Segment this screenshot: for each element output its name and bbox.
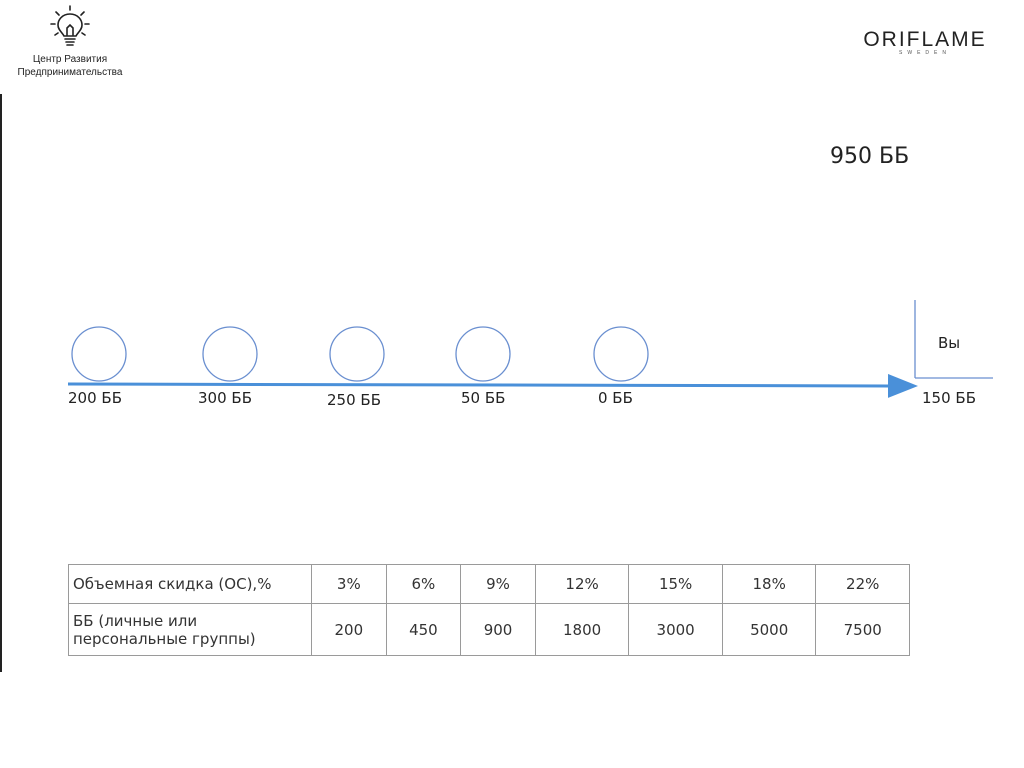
lightbulb-icon — [50, 5, 90, 46]
center-name-line1: Центр Развития — [32, 54, 108, 65]
volume-cell: 3000 — [628, 603, 723, 656]
timeline-arrow — [67, 373, 918, 398]
you-volume: 150 ББ — [922, 389, 976, 407]
volume-row-header: ББ (личные или персональные группы) — [68, 603, 312, 656]
total-volume: 950 ББ — [830, 144, 910, 169]
node-label-4: 50 ББ — [461, 389, 506, 407]
node-circle-2 — [202, 326, 258, 382]
volume-cell: 200 — [311, 603, 387, 656]
discount-cell: 9% — [460, 564, 536, 604]
node-label-3: 250 ББ — [327, 391, 381, 409]
node-circle-4 — [455, 326, 511, 382]
volume-row-header-line2: персональные группы) — [73, 629, 256, 648]
node-label-1: 200 ББ — [68, 389, 122, 407]
center-name-line2: Предпринимательства — [17, 67, 123, 78]
node-label-5: 0 ББ — [598, 389, 633, 407]
center-logo: Центр Развития Предпринимательства — [0, 0, 140, 86]
node-circle-3 — [329, 326, 385, 382]
volume-cell: 7500 — [815, 603, 910, 656]
oriflame-logo: ORIFLAME SWEDEN — [850, 28, 1000, 62]
brand-name: ORIFLAME — [863, 28, 987, 51]
discount-row-header: Объемная скидка (ОС),% — [68, 564, 312, 604]
diagram-graphics — [67, 300, 993, 398]
discount-table: Объемная скидка (ОС),% 3% 6% 9% 12% 15% … — [68, 564, 910, 656]
discount-cell: 15% — [628, 564, 723, 604]
volume-cell: 1800 — [534, 603, 630, 656]
discount-cell: 18% — [721, 564, 817, 604]
group-diagram: 200 ББ 300 ББ 250 ББ 50 ББ 0 ББ Вы 150 Б… — [0, 290, 1024, 430]
table-row: Объемная скидка (ОС),% 3% 6% 9% 12% 15% … — [68, 564, 910, 604]
volume-cell: 900 — [460, 603, 536, 656]
discount-cell: 3% — [311, 564, 387, 604]
volume-cell: 450 — [385, 603, 462, 656]
volume-row-header-line1: ББ (личные или — [73, 611, 198, 630]
brand-sub: SWEDEN — [899, 50, 951, 56]
table-row: ББ (личные или персональные группы) 200 … — [68, 603, 910, 656]
discount-cell: 12% — [534, 564, 630, 604]
node-circle-1 — [71, 326, 127, 382]
center-name: Центр Развития Предпринимательства — [0, 53, 140, 79]
you-label: Вы — [938, 334, 961, 352]
node-label-2: 300 ББ — [198, 389, 252, 407]
discount-cell: 22% — [815, 564, 910, 604]
left-divider — [0, 94, 2, 672]
discount-cell: 6% — [385, 564, 462, 604]
node-circle-5 — [593, 326, 649, 382]
volume-cell: 5000 — [721, 603, 817, 656]
